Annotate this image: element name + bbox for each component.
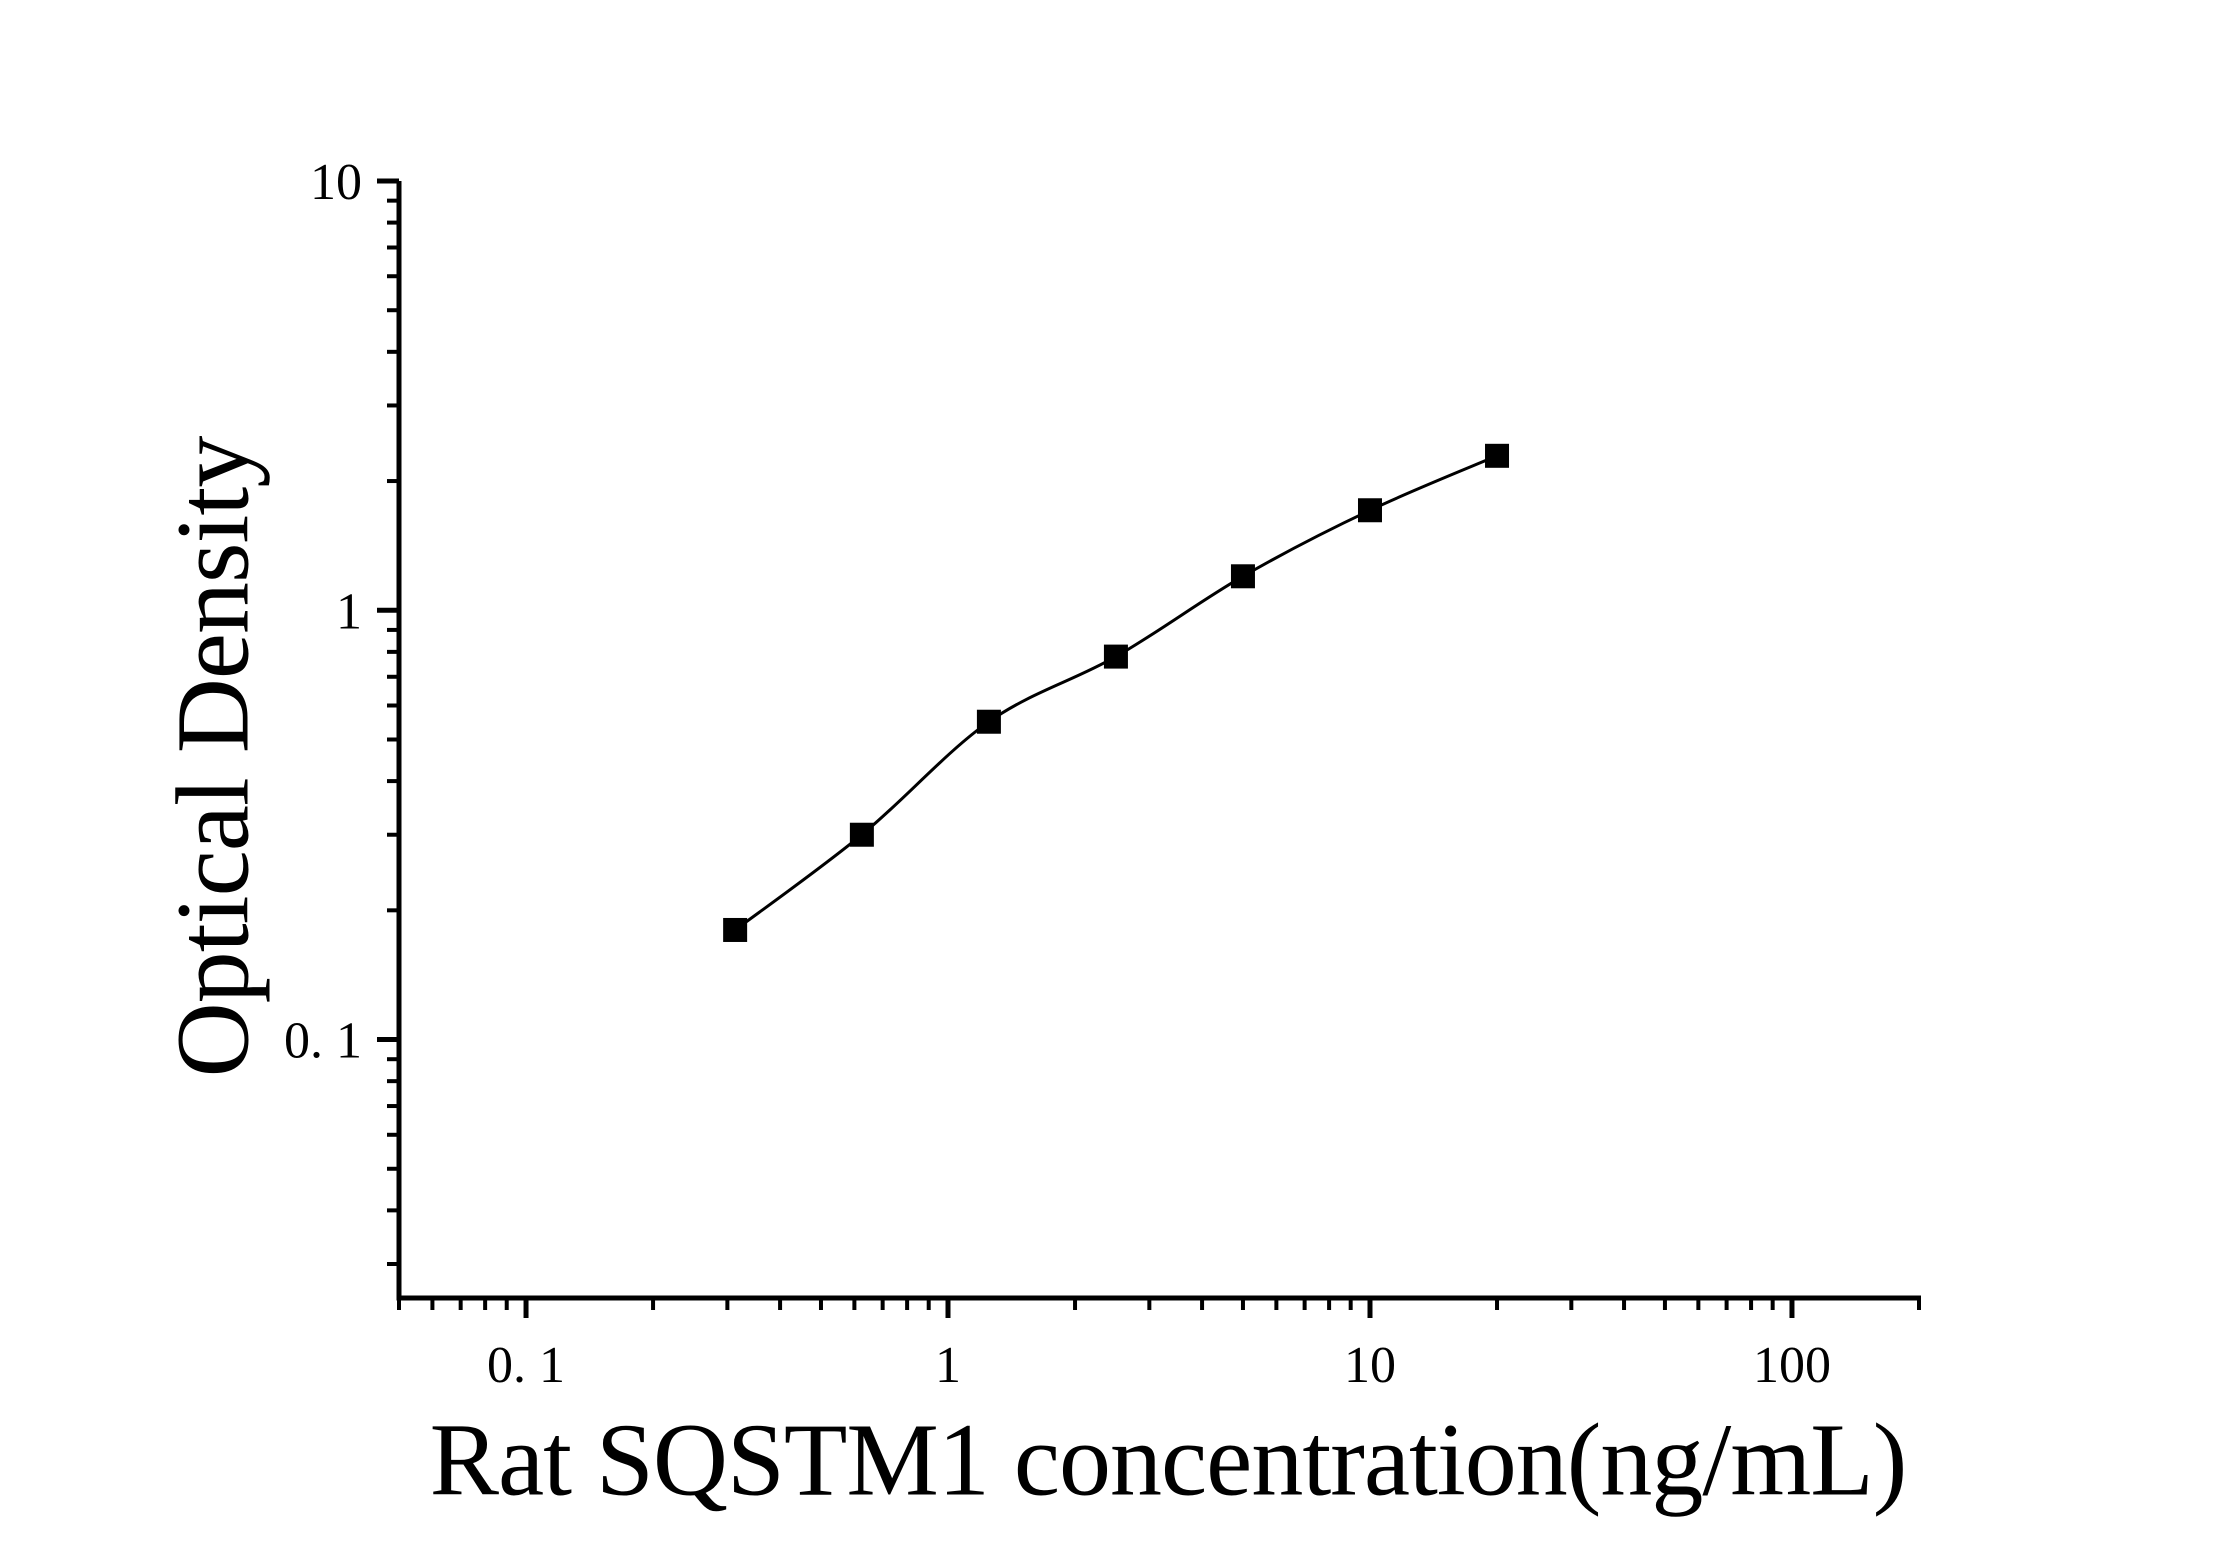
y-tick-label: 0. 1 [284, 1013, 362, 1070]
data-point-marker [1230, 564, 1255, 589]
y-tick-label: 1 [336, 583, 362, 640]
data-point-marker [976, 709, 1001, 734]
y-axis-title: Optical Density [155, 436, 271, 1078]
data-point-marker [1485, 443, 1510, 468]
x-tick-label: 10 [1344, 1337, 1396, 1394]
x-axis-title: Rat SQSTM1 concentration(ng/mL) [429, 1402, 1908, 1518]
x-tick-label: 0. 1 [487, 1337, 565, 1394]
data-point-marker [1103, 644, 1128, 669]
data-point-marker [1357, 498, 1382, 523]
standard-curve-line [734, 454, 1498, 932]
data-point-marker [849, 822, 874, 847]
x-tick-label: 1 [935, 1337, 961, 1394]
x-tick-label: 100 [1753, 1337, 1831, 1394]
data-point-marker [723, 917, 748, 942]
y-tick-label: 10 [310, 154, 362, 211]
